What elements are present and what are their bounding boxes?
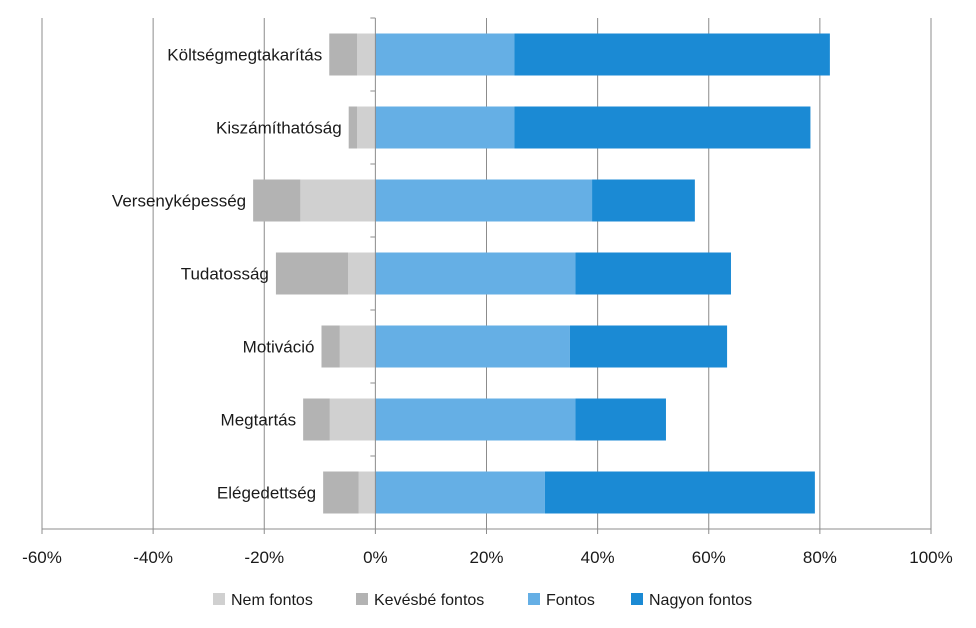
legend: Nem fontos Kevésbé fontos Fontos Nagyon fon… [213, 592, 752, 609]
bar-fontos-5 [375, 398, 576, 441]
x-tick-label-0: -60% [22, 548, 62, 567]
x-tick-label-5: 40% [581, 548, 615, 567]
x-tick-label-7: 80% [803, 548, 837, 567]
bar-nem-fontos-1 [357, 106, 376, 149]
bar-nagyon-fontos-1 [514, 106, 811, 149]
category-label-4: Motiváció [243, 338, 315, 357]
category-label-5: Megtartás [221, 411, 297, 430]
bar-kevésbé-fontos-1 [348, 106, 358, 149]
bar-nem-fontos-6 [358, 471, 376, 514]
bar-nagyon-fontos-0 [514, 33, 830, 76]
bar-fontos-0 [375, 33, 515, 76]
x-tick-label-1: -40% [133, 548, 173, 567]
x-tick-label-6: 60% [692, 548, 726, 567]
category-label-0: Költségmegtakarítás [167, 46, 322, 65]
legend-swatch-2 [528, 593, 540, 605]
legend-label-0: Nem fontos [231, 592, 313, 609]
tick-labels: -60% -40% -20% 0% 20% 40% 60% 80% 100% [22, 548, 953, 567]
bars [253, 33, 830, 514]
bar-fontos-3 [375, 252, 576, 295]
bar-fontos-1 [375, 106, 515, 149]
bar-nagyon-fontos-6 [544, 471, 815, 514]
legend-swatch-1 [356, 593, 368, 605]
bar-kevésbé-fontos-4 [321, 325, 340, 368]
bar-nagyon-fontos-3 [575, 252, 731, 295]
bar-nem-fontos-5 [329, 398, 376, 441]
bar-nem-fontos-3 [348, 252, 376, 295]
axes [41, 17, 932, 534]
legend-swatch-0 [213, 593, 225, 605]
bar-nagyon-fontos-5 [575, 398, 666, 441]
category-label-3: Tudatosság [181, 265, 269, 284]
category-labels: Költségmegtakarítás Kiszámíthatóság Versen… [112, 46, 342, 503]
bar-kevésbé-fontos-0 [329, 33, 358, 76]
bar-kevésbé-fontos-5 [303, 398, 330, 441]
legend-label-3: Nagyon fontos [649, 592, 752, 609]
category-label-6: Elégedettség [217, 484, 316, 503]
legend-label-1: Kevésbé fontos [374, 592, 484, 609]
bar-fontos-2 [375, 179, 593, 222]
x-tick-label-2: -20% [244, 548, 284, 567]
bar-kevésbé-fontos-6 [323, 471, 359, 514]
x-tick-label-8: 100% [909, 548, 952, 567]
category-label-1: Kiszámíthatóság [216, 119, 342, 138]
bar-kevésbé-fontos-3 [275, 252, 349, 295]
x-tick-label-4: 20% [469, 548, 503, 567]
x-tick-label-3: 0% [363, 548, 388, 567]
legend-swatch-3 [631, 593, 643, 605]
bar-fontos-6 [375, 471, 545, 514]
bar-nagyon-fontos-4 [569, 325, 728, 368]
bar-fontos-4 [375, 325, 570, 368]
bar-nagyon-fontos-2 [592, 179, 695, 222]
bar-nem-fontos-0 [357, 33, 376, 76]
bar-nem-fontos-2 [300, 179, 376, 222]
bar-kevésbé-fontos-2 [253, 179, 301, 222]
legend-label-2: Fontos [546, 592, 595, 609]
bar-nem-fontos-4 [339, 325, 376, 368]
category-label-2: Versenyképesség [112, 192, 246, 211]
